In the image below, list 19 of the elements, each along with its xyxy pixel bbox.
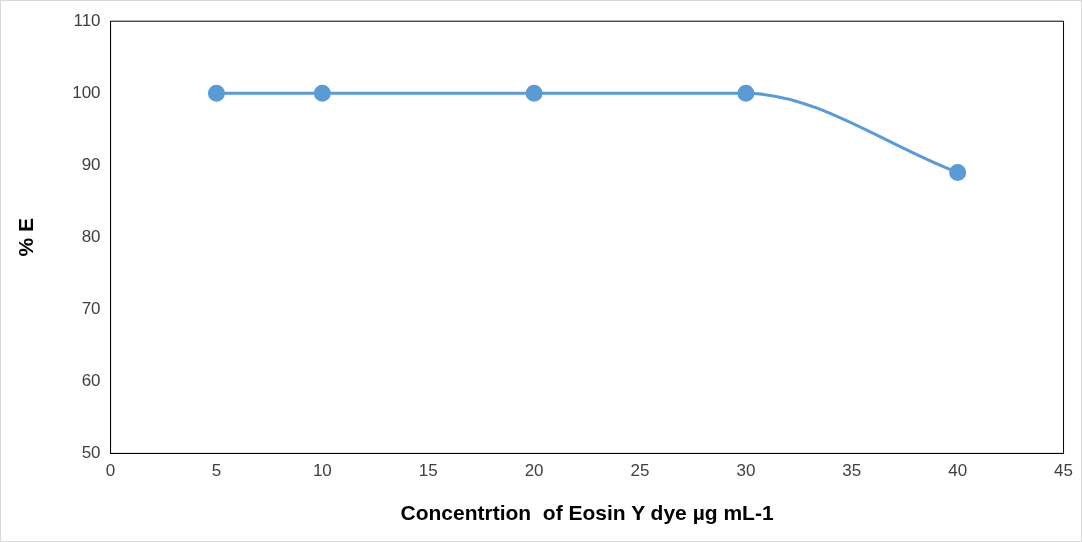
x-tick-label: 20: [524, 461, 544, 481]
y-tick-label: 100: [72, 82, 101, 102]
x-tick-label: 35: [842, 461, 862, 481]
y-tick-label: 60: [81, 371, 101, 391]
y-tick-label: 50: [81, 443, 101, 463]
y-tick-label: 70: [81, 299, 101, 319]
y-axis-title: % E: [14, 218, 38, 257]
x-tick-label: 40: [948, 461, 968, 481]
x-tick-label: 5: [211, 461, 222, 481]
x-axis-title: Concentrtion of Eosin Y dye µg mL-1: [400, 501, 774, 525]
y-tick-label: 80: [81, 226, 101, 246]
x-tick-label: 25: [630, 461, 650, 481]
y-tick-label: 90: [81, 154, 101, 174]
x-tick-label: 30: [736, 461, 756, 481]
x-tick-label: 45: [1054, 461, 1074, 481]
y-tick-label: 110: [73, 10, 101, 30]
x-tick-label: 15: [418, 461, 438, 481]
x-tick-label: 0: [105, 461, 116, 481]
x-tick-label: 10: [312, 461, 332, 481]
